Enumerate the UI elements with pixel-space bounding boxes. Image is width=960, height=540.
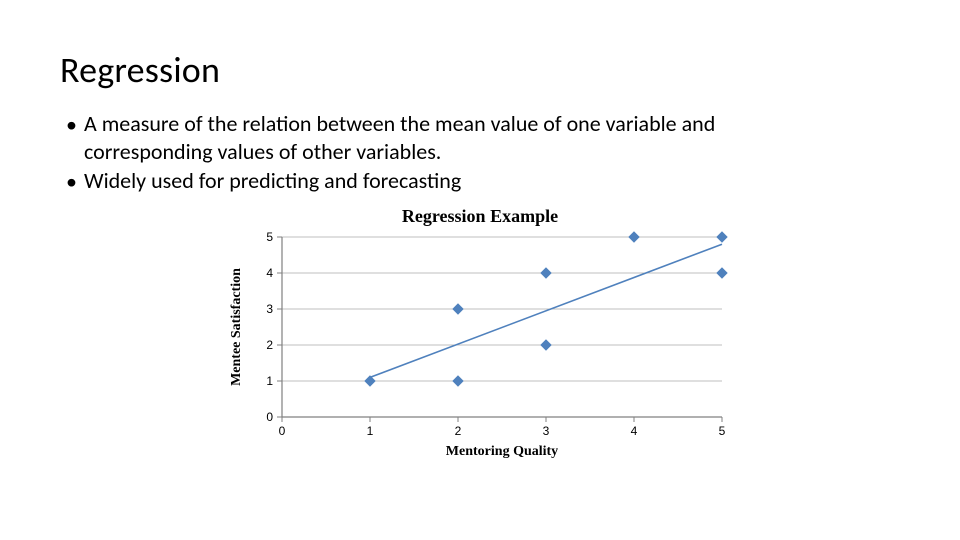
svg-text:1: 1 (266, 374, 273, 388)
bullet-icon: • (66, 167, 84, 196)
svg-text:3: 3 (543, 424, 550, 438)
svg-text:4: 4 (631, 424, 638, 438)
svg-text:0: 0 (279, 424, 286, 438)
chart-container: Regression Example 0 1 2 3 4 5 0 1 2 3 4 5 Mentoring… (60, 206, 900, 461)
regression-chart: Regression Example 0 1 2 3 4 5 0 1 2 3 4 5 Mentoring… (220, 206, 740, 461)
chart-title: Regression Example (220, 206, 740, 227)
bullet-icon: • (66, 110, 84, 139)
slide: Regression • A measure of the relation b… (0, 0, 960, 540)
list-item: • A measure of the relation between the … (66, 110, 900, 165)
page-title: Regression (60, 48, 900, 92)
chart-svg: 0 1 2 3 4 5 0 1 2 3 4 5 Mentoring Quality Mentee Sati… (220, 231, 740, 461)
list-item: • Widely used for predicting and forecas… (66, 167, 900, 196)
bullet-text: Widely used for predicting and forecasti… (84, 167, 844, 195)
svg-text:5: 5 (719, 424, 726, 438)
svg-text:0: 0 (266, 410, 273, 424)
svg-text:2: 2 (266, 338, 273, 352)
svg-text:4: 4 (266, 266, 273, 280)
svg-text:Mentee Satisfaction: Mentee Satisfaction (229, 267, 244, 385)
bullet-list: • A measure of the relation between the … (60, 110, 900, 196)
bullet-text: A measure of the relation between the me… (84, 110, 844, 165)
svg-text:3: 3 (266, 302, 273, 316)
svg-text:5: 5 (266, 231, 273, 244)
svg-text:1: 1 (367, 424, 374, 438)
svg-text:Mentoring Quality: Mentoring Quality (446, 444, 558, 459)
svg-text:2: 2 (455, 424, 462, 438)
